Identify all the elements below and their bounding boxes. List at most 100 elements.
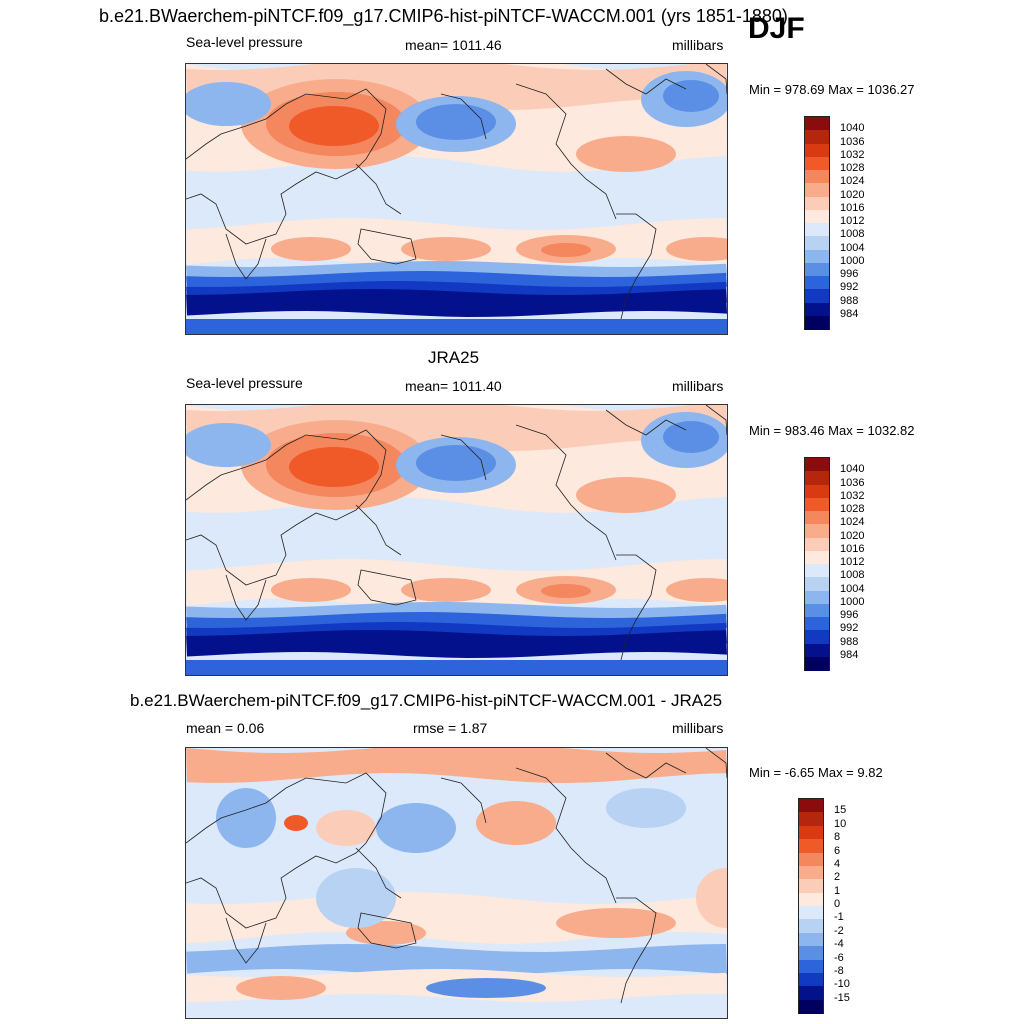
subtropical-high xyxy=(401,237,491,261)
coastline xyxy=(440,434,487,481)
coastline xyxy=(225,574,267,621)
coastline xyxy=(440,93,487,140)
colorbar-swatch xyxy=(805,630,829,644)
colorbar-swatch xyxy=(805,564,829,578)
colorbar-swatch xyxy=(799,959,823,974)
colorbar-swatch xyxy=(805,577,829,591)
coastline xyxy=(355,163,402,215)
colorbar-swatch xyxy=(799,972,823,987)
coastline xyxy=(357,569,417,606)
subtropical-high xyxy=(666,237,727,261)
panel2-minmax: Min = 983.46 Max = 1032.82 xyxy=(749,423,915,438)
icelandic-low xyxy=(663,421,719,453)
panel2-colorbar xyxy=(804,457,830,671)
colorbar-tick-label: 1012 xyxy=(840,556,865,568)
aleutian-low xyxy=(416,445,496,481)
azores-high xyxy=(576,136,676,172)
colorbar-tick-label: 984 xyxy=(840,307,859,320)
siberian-high xyxy=(289,106,379,146)
colorbar-swatch xyxy=(799,879,823,894)
colorbar-tick-label: 1040 xyxy=(840,122,865,135)
aleutian-low xyxy=(416,104,496,140)
colorbar-tick-label: 992 xyxy=(840,281,859,294)
coastline xyxy=(605,409,687,436)
colorbar-tick-label: 988 xyxy=(840,294,859,307)
colorbar-tick-label: -1 xyxy=(834,911,844,924)
colorbar-swatch xyxy=(799,799,823,813)
coastline xyxy=(355,847,402,899)
panel2-map xyxy=(185,404,728,676)
colorbar-swatch xyxy=(805,590,829,605)
subtropical-high xyxy=(271,578,351,602)
north-atlantic-low xyxy=(186,82,271,126)
diff-negative-anomaly xyxy=(216,788,276,848)
colorbar-tick-label: 1032 xyxy=(840,489,865,502)
colorbar-swatch xyxy=(799,946,823,960)
colorbar-tick-label: 1036 xyxy=(840,135,865,148)
colorbar-tick-label: 1012 xyxy=(840,215,865,227)
panel3-title: b.e21.BWaerchem-piNTCF.f09_g17.CMIP6-his… xyxy=(130,691,723,710)
panel1-units: millibars xyxy=(672,37,724,53)
north-atlantic-low xyxy=(186,423,271,467)
colorbar-tick-label: 1016 xyxy=(840,542,865,555)
field-band-antarctic xyxy=(186,319,727,334)
colorbar-swatch xyxy=(799,892,823,907)
field-band-north-2 xyxy=(186,405,727,451)
colorbar-tick-label: 996 xyxy=(840,609,859,621)
coastline xyxy=(515,83,617,220)
colorbar-swatch xyxy=(799,919,823,934)
subtropical-high xyxy=(271,237,351,261)
colorbar-tick-label: 15 xyxy=(834,804,847,817)
coastline xyxy=(616,213,657,320)
panel3-rmse: rmse = 1.87 xyxy=(413,720,488,736)
colorbar-swatch xyxy=(799,865,823,880)
colorbar-tick-label: 1004 xyxy=(840,241,865,254)
field-band-south-4 xyxy=(186,630,727,658)
colorbar-swatch xyxy=(805,484,829,499)
coastline xyxy=(616,897,657,1004)
panel1-variable: Sea-level pressure xyxy=(186,34,303,50)
panel2-title: JRA25 xyxy=(428,348,480,367)
colorbar-tick-label: -10 xyxy=(834,978,850,991)
colorbar-swatch xyxy=(805,550,829,565)
colorbar-swatch xyxy=(805,302,829,317)
panel3-map xyxy=(185,747,728,1019)
field-band-north-2 xyxy=(186,64,727,110)
colorbar-swatch xyxy=(805,156,829,171)
colorbar-swatch xyxy=(805,276,829,290)
colorbar-swatch xyxy=(805,524,829,538)
colorbar-tick-label: 1 xyxy=(834,884,841,897)
colorbar-tick-label: 984 xyxy=(840,648,859,661)
panel2-units: millibars xyxy=(672,378,724,394)
colorbar-swatch xyxy=(805,209,829,224)
field-band-antarctic xyxy=(186,660,727,675)
colorbar-swatch xyxy=(805,497,829,512)
colorbar-tick-label: 1016 xyxy=(840,201,865,214)
field-band-south-2 xyxy=(186,271,727,292)
icelandic-low xyxy=(663,80,719,112)
colorbar-swatch xyxy=(805,617,829,631)
coastline xyxy=(186,772,387,929)
colorbar-tick-label: 0 xyxy=(834,898,841,910)
coastline xyxy=(225,233,267,280)
colorbar-tick-label: 988 xyxy=(840,635,859,648)
colorbar-swatch xyxy=(805,471,829,485)
colorbar-tick-label: 1028 xyxy=(840,503,865,515)
colorbar-swatch xyxy=(799,812,823,827)
colorbar-tick-label: 8 xyxy=(834,831,841,844)
colorbar-tick-label: 1008 xyxy=(840,228,865,241)
field-band-south-2 xyxy=(186,612,727,633)
coastline xyxy=(705,64,727,95)
colorbar-tick-label: 1000 xyxy=(840,254,865,267)
colorbar-swatch xyxy=(805,223,829,237)
colorbar-tick-label: -2 xyxy=(834,924,844,937)
coastline xyxy=(355,504,402,556)
siberian-high xyxy=(289,447,379,487)
colorbar-tick-label: 2 xyxy=(834,871,841,884)
field-band-south-4 xyxy=(186,289,727,317)
colorbar-swatch xyxy=(805,143,829,158)
colorbar-tick-label: 1000 xyxy=(840,595,865,608)
subtropical-high xyxy=(401,578,491,602)
colorbar-swatch xyxy=(805,170,829,184)
colorbar-swatch xyxy=(805,196,829,211)
